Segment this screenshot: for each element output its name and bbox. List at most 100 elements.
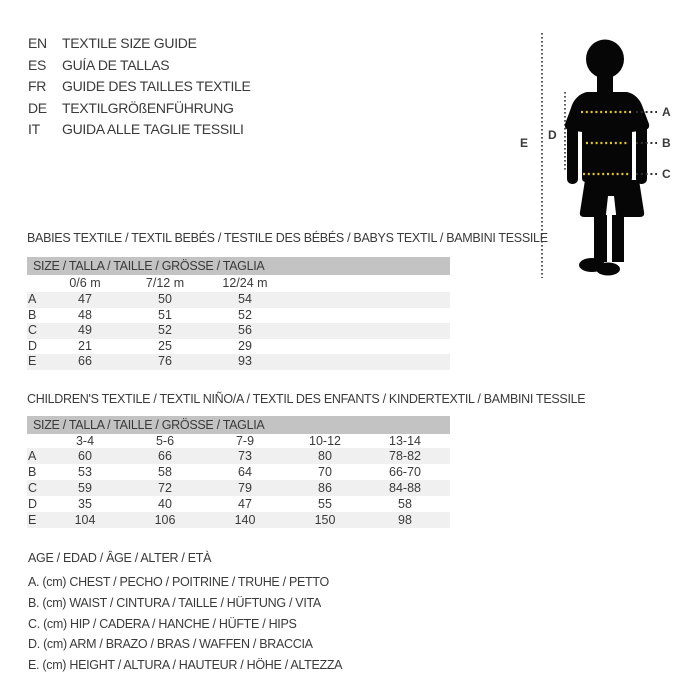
table-row: B 53 58 64 70 66-70 [27,464,450,480]
legend-item-height: E. (cm) HEIGHT / ALTURA / HAUTEUR / HÖHE… [28,658,343,673]
table-cell: 59 [78,481,92,495]
table-cell: 49 [78,323,92,337]
table-cell: 106 [154,513,176,527]
language-code: DE [28,99,47,116]
language-row: EN TEXTILE SIZE GUIDE [28,33,251,55]
table-cell: 53 [78,465,92,479]
table-cell: 66 [158,449,172,463]
column-header-row: 3-4 5-6 7-9 10-12 13-14 [27,434,450,448]
table-cell: 50 [158,292,172,306]
language-code: IT [28,121,40,137]
measurement-legend: A. (cm) CHEST / PECHO / POITRINE / TRUHE… [28,572,343,676]
size-header-bar: SIZE / TALLA / TAILLE / GRÖSSE / TAGLIA [27,257,450,275]
table-cell: 25 [158,338,172,353]
legend-item-chest: A. (cm) CHEST / PECHO / POITRINE / TRUHE… [28,575,329,589]
row-label: C [28,323,38,337]
language-row: FR GUIDE DES TAILLES TEXTILE [28,76,251,98]
hip-label: C [662,167,671,181]
language-code: EN [28,35,47,51]
table-row: E 66 76 93 [27,354,450,370]
table-cell: 76 [158,354,172,368]
table-cell: 47 [78,292,92,306]
language-title: TEXTILE SIZE GUIDE [62,35,197,51]
language-row: ES GUÍA DE TALLAS [28,55,251,77]
table-cell: 70 [318,465,332,479]
row-label: E [28,513,37,527]
table-cell: 54 [238,292,252,306]
table-cell: 86 [318,481,332,495]
language-title: GUIDA ALLE TAGLIE TESSILI [62,121,244,137]
table-cell: 58 [398,497,412,511]
table-cell: 55 [318,497,332,511]
table-cell: 140 [234,513,256,527]
table-row: E 104 106 140 150 98 [27,512,450,528]
row-label: D [28,497,38,511]
table-cell: 80 [318,449,332,463]
table-cell: 79 [238,481,252,495]
waist-label: B [662,136,671,150]
legend-item-arm: D. (cm) ARM / BRAZO / BRAS / WAFFEN / BR… [28,637,313,652]
column-header: 7-9 [235,434,255,448]
column-header-row: 0/6 m 7/12 m 12/24 m [27,275,450,292]
row-label: D [28,338,38,353]
table-cell: 93 [238,354,252,368]
language-title: TEXTILGRÖßENFÜHRUNG [62,99,234,116]
table-cell: 66-70 [389,465,421,479]
age-legend-title: AGE / EDAD / ÂGE / ALTER / ETÀ [28,551,212,565]
column-header: 13-14 [389,434,421,448]
table-cell: 84-88 [389,481,421,495]
babies-section-title: BABIES TEXTILE / TEXTIL BEBÉS / TESTILE … [27,231,548,245]
column-header: 3-4 [75,434,95,448]
children-size-table: SIZE / TALLA / TAILLE / GRÖSSE / TAGLIA … [27,416,450,528]
row-label: A [28,449,37,463]
table-row: A 47 50 54 [27,292,450,308]
table-cell: 72 [158,481,172,495]
row-label-spacer [27,434,45,448]
babies-size-table: SIZE / TALLA / TAILLE / GRÖSSE / TAGLIA … [27,257,450,370]
child-measurement-figure: A B C D E [520,33,671,278]
legend-item-waist: B. (cm) WAIST / CINTURA / TAILLE / HÜFTU… [28,595,321,610]
row-label: B [28,307,37,322]
table-cell: 98 [398,513,412,527]
column-header: 5-6 [155,434,175,448]
table-cell: 40 [158,497,172,511]
language-row: DE TEXTILGRÖßENFÜHRUNG [28,98,251,120]
table-cell: 35 [78,497,92,511]
row-label: B [28,465,37,479]
language-code: ES [28,56,47,73]
table-cell: 66 [78,354,92,368]
language-row: IT GUIDA ALLE TAGLIE TESSILI [28,119,251,141]
column-header: 0/6 m [69,276,101,290]
table-row: D 35 40 47 55 58 [27,496,450,512]
table-row: C 49 52 56 [27,323,450,339]
column-header: 10-12 [309,434,341,448]
row-label: E [28,354,37,368]
child-silhouette-icon [564,39,650,276]
table-row: C 59 72 79 86 84-88 [27,480,450,496]
table-cell: 51 [158,307,172,322]
legend-item-hip: C. (cm) HIP / CADERA / HANCHE / HÜFTE / … [28,616,297,631]
table-cell: 47 [238,497,252,511]
children-section-title: CHILDREN'S TEXTILE / TEXTIL NIÑO/A / TEX… [27,392,586,406]
row-label-spacer [27,275,45,292]
language-title: GUIDE DES TAILLES TEXTILE [62,78,251,94]
table-cell: 21 [78,338,92,353]
table-cell: 56 [238,323,252,337]
size-header-bar: SIZE / TALLA / TAILLE / GRÖSSE / TAGLIA [27,416,450,434]
table-cell: 60 [78,449,92,463]
table-cell: 58 [158,465,172,479]
table-row: B 48 51 52 [27,308,450,324]
table-cell: 150 [314,513,336,527]
height-label: E [520,136,528,150]
arm-label: D [548,128,557,142]
language-title-list: EN TEXTILE SIZE GUIDE ES GUÍA DE TALLAS … [28,33,251,141]
row-label: C [28,481,38,495]
table-cell: 29 [238,338,252,353]
column-header: 12/24 m [222,276,268,290]
column-header: 7/12 m [145,276,185,290]
table-cell: 73 [238,449,252,463]
table-row: A 60 66 73 80 78-82 [27,448,450,464]
table-row: D 21 25 29 [27,339,450,355]
table-cell: 48 [78,307,92,322]
